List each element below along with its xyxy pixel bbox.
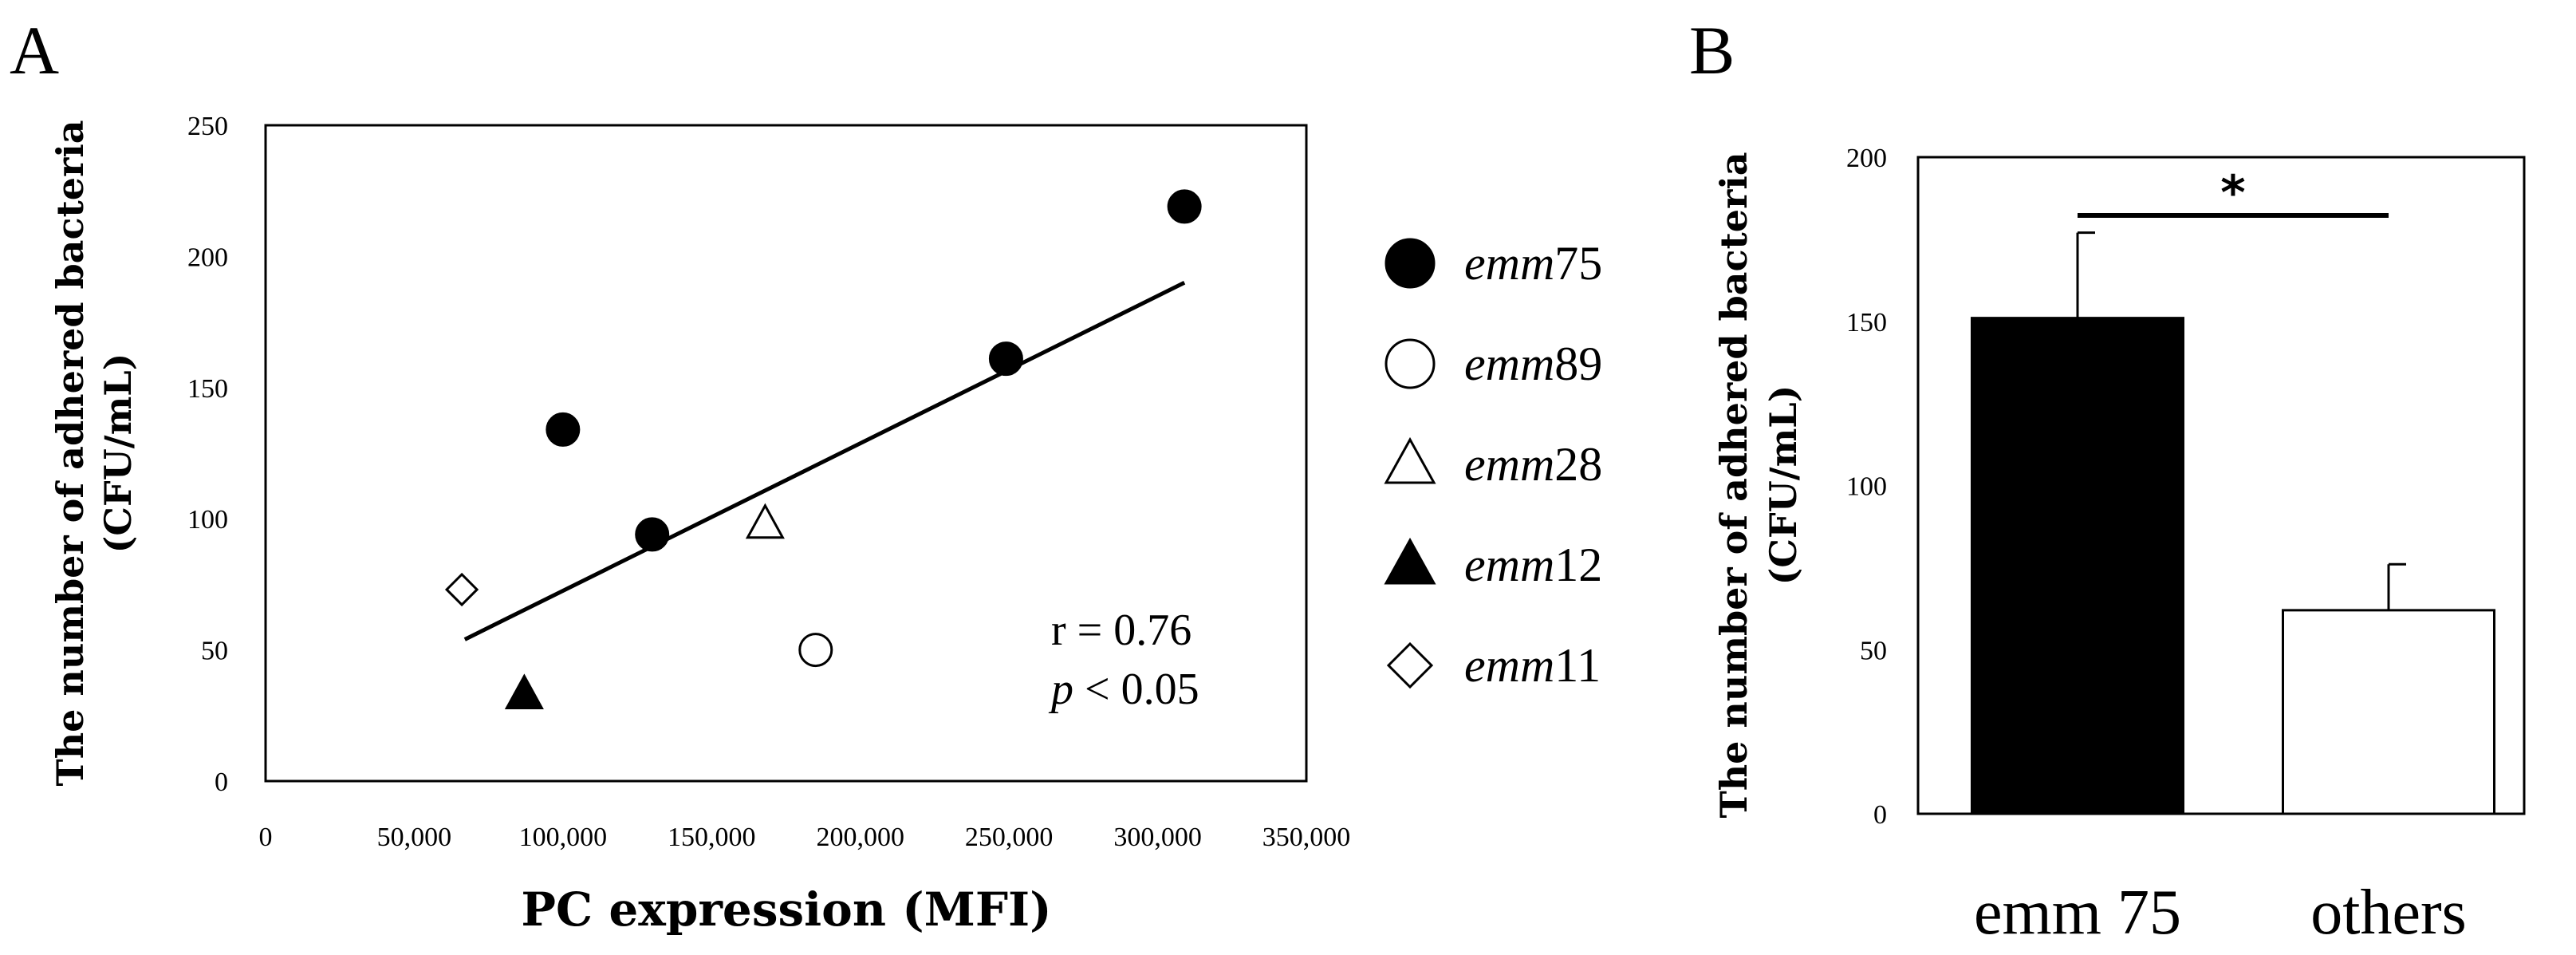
bar-1: [2282, 609, 2495, 815]
scatter-y-tick-label: 100: [187, 505, 228, 535]
scatter-x-tick-label: 250,000: [965, 823, 1054, 852]
bar-y-axis-title: The number of adhered bacteria: [1712, 152, 1755, 818]
scatter-x-tick-label: 350,000: [1262, 823, 1351, 852]
scatter-plot-area: [264, 124, 1308, 783]
p-symbol: p: [1048, 665, 1073, 714]
legend-label-emm75: emm75: [1464, 237, 1602, 290]
panel-b-letter: B: [1689, 12, 1735, 89]
scatter-x-tick-label: 100,000: [519, 823, 608, 852]
significance-star: *: [2220, 165, 2245, 221]
legend-marker-emm89: [1385, 338, 1436, 389]
legend-item-emm11: emm11: [1386, 639, 1601, 692]
legend: emm75 emm89 emm28 emm12 emm11: [1384, 237, 1602, 692]
scatter-y-axis-title: The number of adhered bacteria: [49, 120, 92, 786]
scatter-x-tick-label: 0: [259, 823, 273, 852]
scatter-x-tick-label: 50,000: [377, 823, 452, 852]
legend-marker-emm11: [1386, 641, 1434, 689]
legend-marker-emm75: [1385, 238, 1436, 289]
scatter-y-tick-label: 0: [215, 768, 228, 797]
legend-item-emm75: emm75: [1385, 237, 1602, 290]
bar-chart: 0 50 100 150 200 * emm 75 others The number o…: [1712, 144, 2526, 948]
bar-plot-area: [1916, 156, 2526, 815]
legend-item-emm28: emm28: [1384, 436, 1602, 491]
scatter-y-axis-unit: (CFU/mL): [97, 353, 140, 554]
legend-label-emm28: emm28: [1464, 438, 1602, 491]
bar-y-tick-label: 150: [1846, 308, 1887, 337]
bar-y-axis-unit: (CFU/mL): [1762, 385, 1805, 586]
trendline: [463, 281, 1186, 641]
point-emm75: [546, 412, 581, 447]
p-value: p < 0.05: [1048, 665, 1199, 714]
scatter-y-tick-label: 250: [187, 112, 228, 141]
legend-label-emm89: emm89: [1464, 337, 1602, 390]
category-label: emm 75: [1974, 878, 2181, 948]
legend-marker-emm12: [1384, 537, 1436, 585]
scatter-y-tick-label: 150: [187, 374, 228, 404]
bar-y-tick-label: 0: [1873, 800, 1887, 830]
bar-y-ticks: 0 50 100 150 200: [1846, 144, 1887, 830]
scatter-x-ticks: 0 50,000 100,000 150,000 200,000 250,000 300,0…: [259, 823, 1351, 852]
point-emm75: [635, 517, 670, 552]
bar-y-tick-label: 200: [1846, 144, 1887, 173]
scatter-y-tick-label: 200: [187, 243, 228, 272]
bars: [1971, 231, 2495, 815]
legend-marker-emm28: [1384, 436, 1436, 484]
scatter-x-axis-title: PC expression (MFI): [521, 882, 1051, 937]
point-emm12: [504, 673, 544, 709]
significance-bracket: *: [2078, 165, 2389, 221]
legend-item-emm89: emm89: [1385, 337, 1602, 390]
scatter-y-tick-label: 50: [201, 637, 228, 666]
point-emm28: [745, 503, 785, 539]
point-emm75: [988, 341, 1023, 377]
point-emm89: [798, 633, 833, 668]
legend-item-emm12: emm12: [1384, 537, 1602, 591]
point-emm75: [1167, 189, 1202, 224]
scatter-x-tick-label: 200,000: [816, 823, 904, 852]
scatter-x-tick-label: 150,000: [668, 823, 756, 852]
bar-y-tick-label: 100: [1846, 472, 1887, 502]
scatter-x-tick-label: 300,000: [1113, 823, 1202, 852]
legend-label-emm11: emm11: [1464, 639, 1601, 692]
correlation-r: r = 0.76: [1051, 606, 1191, 655]
bar-y-tick-label: 50: [1860, 636, 1887, 665]
legend-label-emm12: emm12: [1464, 539, 1602, 591]
p-value-rest: < 0.05: [1073, 665, 1199, 714]
point-emm11: [444, 572, 479, 607]
category-label: others: [2310, 878, 2467, 948]
bar-category-labels: emm 75 others: [1974, 878, 2467, 948]
panel-a-letter: A: [10, 12, 59, 89]
scatter-y-ticks: 0 50 100 150 200 250: [187, 112, 228, 797]
scatter-points: [444, 189, 1202, 709]
scatter-chart: 0 50 100 150 200 250 0 50,000 100,000 150,000 200…: [49, 112, 1602, 937]
bar-0: [1971, 317, 2184, 815]
